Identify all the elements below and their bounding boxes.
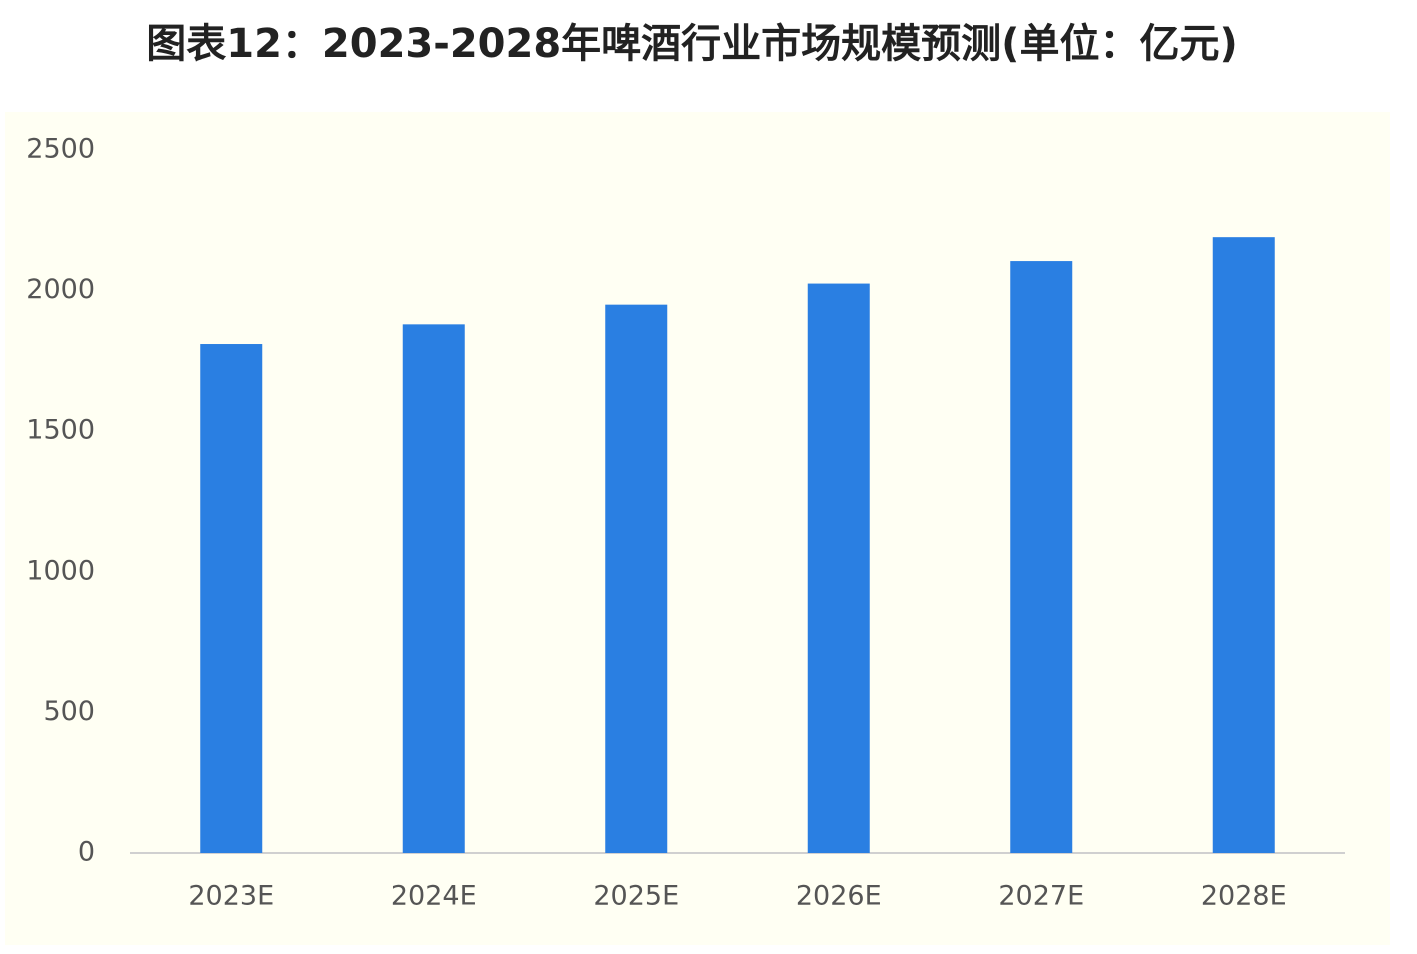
y-tick-label: 2500: [26, 134, 95, 165]
x-tick-label: 2027E: [998, 881, 1084, 912]
bar: [807, 283, 870, 853]
y-tick-label: 1000: [26, 555, 95, 586]
bar: [1212, 237, 1275, 853]
bar: [402, 324, 465, 853]
bar: [605, 304, 668, 853]
x-tick-label: 2025E: [593, 881, 679, 912]
y-tick-label: 500: [43, 696, 95, 727]
x-tick-label: 2024E: [391, 881, 477, 912]
chart-title: 图表12：2023-2028年啤酒行业市场规模预测(单位：亿元): [146, 21, 1237, 67]
y-tick-label: 2000: [26, 274, 95, 305]
bar: [1010, 261, 1073, 854]
bar: [200, 344, 263, 853]
x-tick-label: 2026E: [796, 881, 882, 912]
y-tick-label: 1500: [26, 415, 95, 446]
x-tick-label: 2023E: [188, 881, 274, 912]
x-tick-label: 2028E: [1201, 881, 1287, 912]
y-tick-label: 0: [78, 837, 95, 868]
